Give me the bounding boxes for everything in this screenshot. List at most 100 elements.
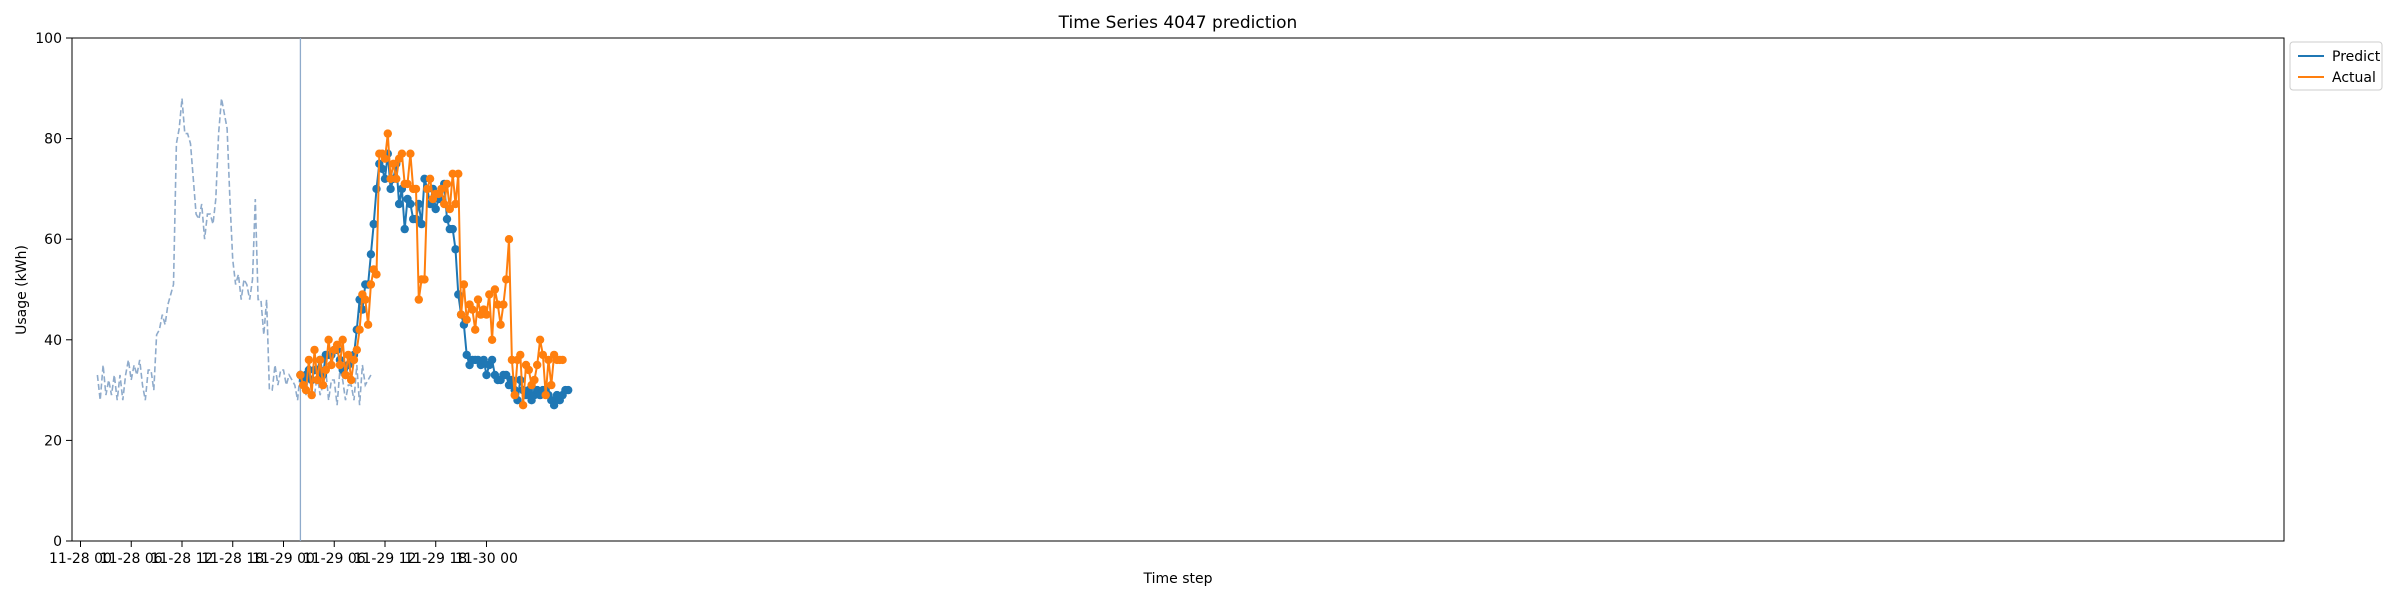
actual-point — [547, 380, 556, 390]
actual-point — [318, 380, 328, 390]
actual-point — [516, 350, 525, 360]
actual-point — [510, 390, 519, 400]
predict-point — [549, 401, 559, 410]
actual-point — [332, 340, 342, 349]
actual-point — [304, 355, 314, 365]
predict-point — [448, 224, 457, 234]
y-tick-label: 100 — [35, 31, 62, 47]
actual-point — [468, 305, 477, 314]
actual-point — [544, 355, 553, 365]
actual-point — [341, 370, 350, 380]
actual-point — [327, 360, 336, 370]
actual-point — [352, 345, 361, 355]
x-tick-label: 11-29 12 — [354, 551, 417, 567]
x-axis-label: Time step — [1143, 571, 1213, 587]
predict-point — [431, 204, 440, 214]
predict-point — [400, 224, 409, 234]
actual-point — [530, 375, 539, 385]
y-tick-label: 40 — [44, 333, 62, 349]
predict-point — [482, 370, 491, 380]
actual-point — [538, 350, 548, 360]
actual-point — [445, 204, 454, 214]
actual-point — [355, 325, 364, 334]
actual-point — [380, 154, 390, 163]
predict-point — [386, 184, 395, 194]
actual-point — [307, 390, 316, 400]
actual-point — [485, 290, 494, 299]
chart-title: Time Series 4047 prediction — [1058, 13, 1298, 33]
legend: Predict Actual — [2289, 41, 2383, 91]
actual-point — [335, 360, 345, 370]
actual-point — [490, 285, 500, 294]
actual-point — [541, 390, 550, 400]
y-tick-label: 0 — [53, 534, 62, 550]
predict-point — [502, 370, 511, 380]
actual-point — [502, 275, 511, 284]
actual-point — [496, 320, 505, 329]
actual-point — [406, 149, 415, 158]
actual-point — [518, 401, 528, 410]
actual-point — [349, 355, 359, 365]
legend-label-predict: Predict — [2332, 49, 2381, 65]
actual-point — [411, 184, 421, 194]
x-tick-label: 11-29 06 — [303, 551, 366, 567]
actual-point — [324, 335, 333, 344]
predict-point — [378, 164, 387, 173]
actual-point — [344, 350, 353, 360]
actual-point — [403, 179, 412, 189]
actual-point — [296, 370, 305, 380]
actual-point — [383, 129, 392, 138]
actual-point — [533, 360, 542, 370]
actual-point — [437, 184, 446, 194]
y-axis-label: Usage (kWh) — [14, 245, 30, 335]
predict-point — [394, 199, 404, 209]
predict-point — [406, 199, 415, 209]
actual-point — [487, 335, 497, 344]
y-axis: 0 20 40 60 80 100 — [35, 31, 72, 550]
predict-point — [366, 250, 376, 259]
predict-point — [442, 214, 452, 224]
x-tick-label: 11-28 18 — [201, 551, 264, 567]
actual-point — [425, 174, 435, 183]
predict-point — [417, 219, 426, 229]
actual-point — [366, 280, 376, 289]
actual-point — [313, 375, 322, 385]
plot-frame — [71, 37, 2285, 542]
actual-point — [482, 310, 491, 319]
actual-point — [392, 174, 401, 183]
actual-point — [361, 295, 370, 304]
y-tick-label: 20 — [44, 433, 62, 449]
actual-point — [459, 280, 469, 289]
actual-point — [389, 159, 398, 168]
actual-point — [321, 365, 330, 375]
actual-point — [301, 385, 311, 395]
actual-point — [310, 345, 319, 355]
predict-point — [451, 245, 460, 254]
x-tick-label: 11-29 18 — [404, 551, 467, 567]
prediction-series — [296, 129, 573, 410]
actual-point — [347, 375, 356, 385]
actual-point — [462, 315, 471, 324]
actual-series — [296, 129, 567, 410]
actual-point — [456, 310, 466, 319]
y-tick-label: 60 — [44, 232, 62, 248]
actual-point — [558, 355, 567, 365]
actual-point — [372, 270, 381, 279]
actual-point — [473, 295, 483, 304]
x-tick-label: 11-28 06 — [100, 551, 163, 567]
actual-point — [442, 179, 452, 189]
actual-point — [440, 199, 449, 209]
predict-point — [369, 219, 378, 229]
x-tick-label: 11-28 12 — [151, 551, 214, 567]
actual-point — [338, 335, 347, 344]
actual-point — [451, 199, 460, 209]
actual-point — [423, 184, 432, 194]
predict-point — [479, 355, 488, 365]
actual-point — [471, 325, 480, 334]
x-tick-label: 11-30 00 — [455, 551, 518, 567]
predict-point — [462, 350, 471, 360]
predict-point — [516, 375, 525, 385]
actual-point — [504, 235, 514, 244]
